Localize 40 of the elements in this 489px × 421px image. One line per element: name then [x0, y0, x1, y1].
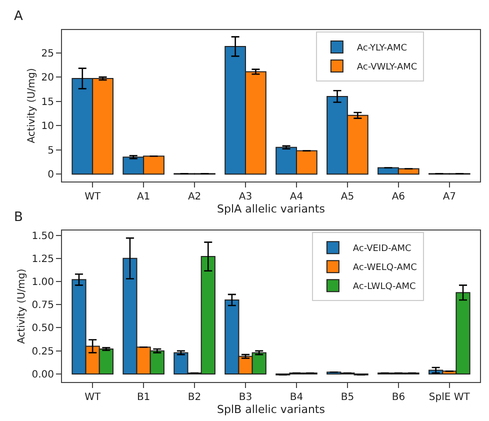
y-axis-title: Activity (U/mg) [26, 68, 38, 144]
x-tick-label: B5 [340, 392, 354, 403]
y-tick-label: 0.50 [32, 323, 54, 334]
x-tick-label: WT [84, 392, 102, 403]
y-tick-label: 0.00 [32, 369, 54, 380]
x-tick-label: A7 [442, 191, 456, 202]
chart-title: B [14, 210, 23, 225]
x-tick-label: A5 [340, 191, 354, 202]
y-tick-label: 5 [48, 145, 54, 156]
x-tick-label: B6 [392, 392, 406, 403]
x-tick-label: B1 [136, 392, 150, 403]
legend-label: Ac-WELQ-AMC [352, 263, 417, 274]
x-tick-label: A2 [188, 191, 202, 202]
y-tick-label: 0.25 [32, 346, 54, 358]
x-tick-label: B4 [290, 392, 304, 403]
y-tick-label: 1.00 [32, 276, 54, 288]
legend-label: Ac-VWLY-AMC [356, 62, 418, 73]
chart-title: A [14, 9, 23, 24]
x-tick-label: A1 [136, 191, 150, 202]
y-axis-title: Activity (U/mg) [16, 268, 28, 344]
y-tick-label: 20 [41, 72, 54, 84]
x-tick-label: SplE WT [428, 392, 471, 403]
x-tick-label: WT [84, 191, 102, 202]
y-tick-label: 0.75 [32, 300, 54, 312]
x-tick-label: A6 [392, 191, 406, 202]
x-tick-label: A3 [238, 191, 252, 202]
x-axis-title: SplA allelic variants [217, 202, 326, 216]
x-axis-title: SplB allelic variants [217, 403, 326, 416]
legend-label: Ac-LWLQ-AMC [352, 282, 416, 292]
y-tick-label: 10 [41, 121, 54, 132]
y-tick-label: 25 [41, 48, 54, 60]
legend-label: Ac-VEID-AMC [352, 244, 412, 254]
x-tick-label: A4 [290, 191, 304, 202]
x-tick-label: B2 [188, 392, 202, 403]
y-tick-label: 15 [41, 96, 54, 108]
y-tick-label: 1.25 [32, 254, 54, 265]
x-tick-label: B3 [238, 392, 252, 403]
y-tick-label: 1.50 [32, 230, 54, 242]
legend-label: Ac-YLY-AMC [356, 44, 408, 54]
y-tick-label: 0 [48, 170, 54, 181]
